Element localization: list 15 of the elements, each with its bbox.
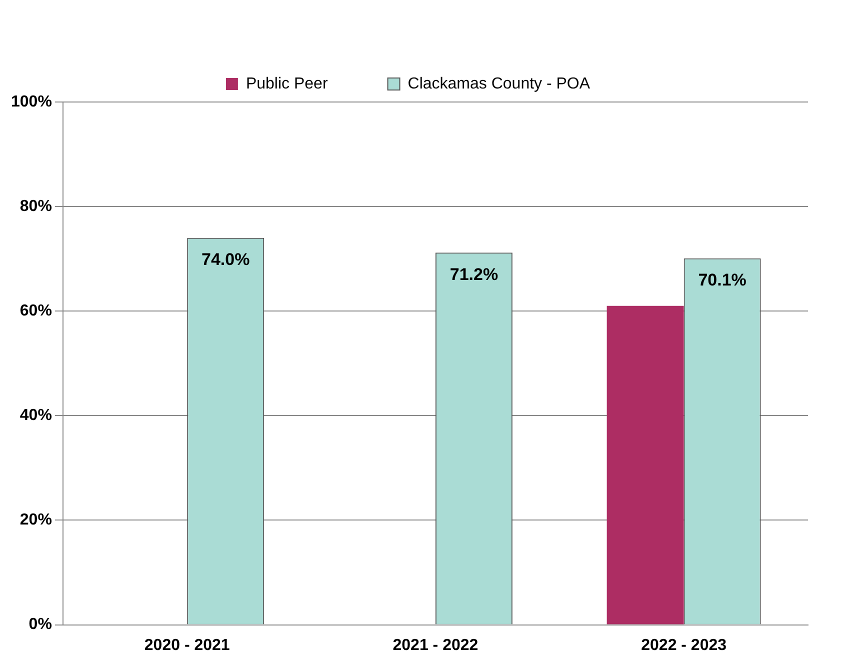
y-tick-label: 60%: [20, 302, 52, 320]
legend-label: Public Peer: [246, 75, 328, 92]
legend-label: Clackamas County - POA: [408, 75, 590, 92]
bar: [606, 306, 684, 624]
x-tick-label: 2022 - 2023: [641, 636, 727, 654]
y-tick-label: 40%: [20, 407, 52, 424]
y-tick-label: 100%: [11, 93, 52, 110]
x-tick-label: 2021 - 2022: [392, 636, 478, 654]
y-tick-label: 0%: [28, 616, 52, 634]
y-tick-label: 80%: [20, 198, 52, 215]
data-label: 74.0%: [201, 250, 250, 270]
data-label: 70.1%: [698, 270, 746, 290]
y-tick-label: 20%: [20, 512, 52, 529]
data-label: 71.2%: [450, 264, 498, 284]
x-tick-label: 2020 - 2021: [144, 636, 230, 654]
